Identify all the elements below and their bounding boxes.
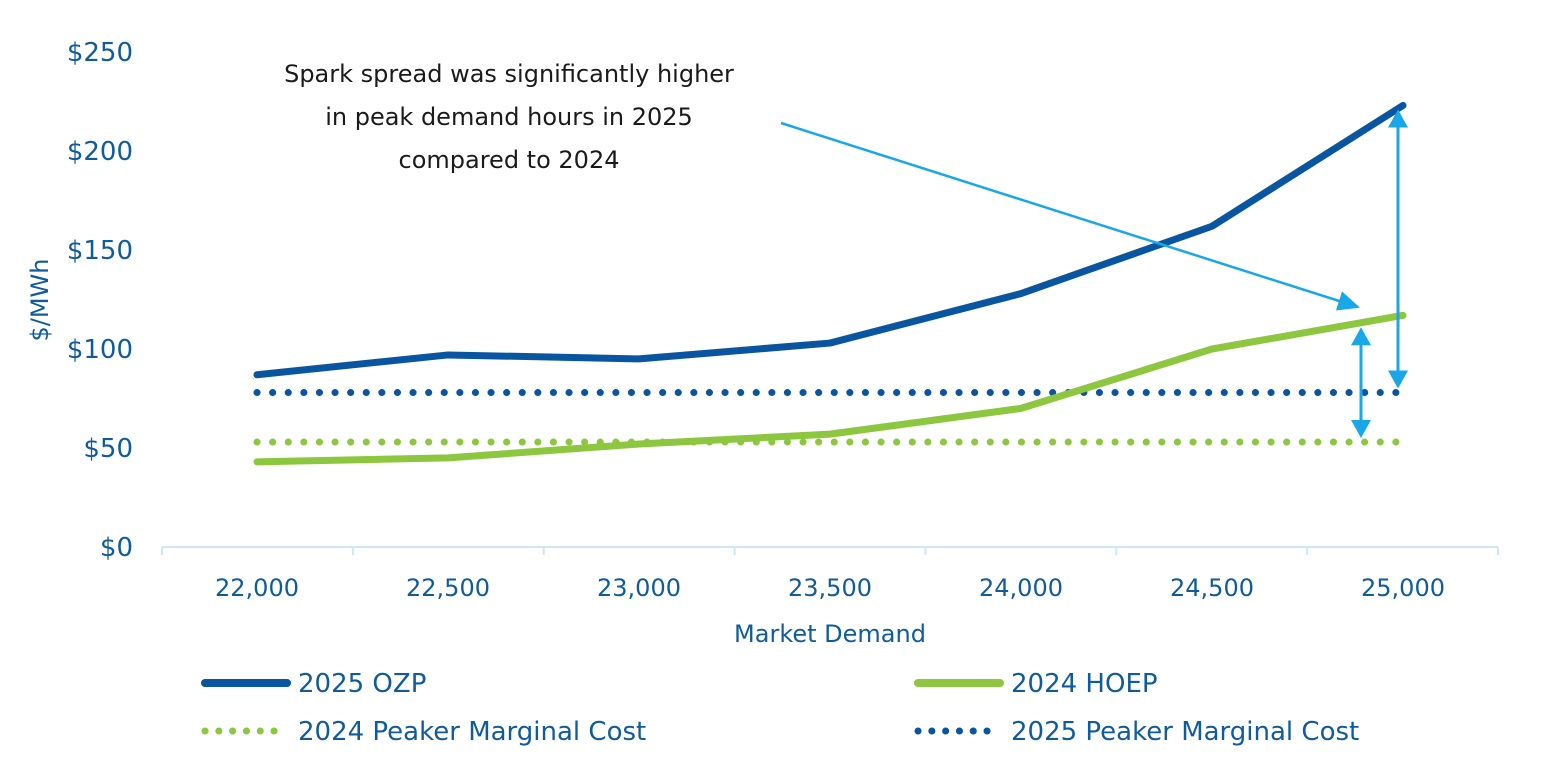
x-tick-label: 25,000	[1361, 574, 1445, 602]
series-layer	[253, 101, 1407, 466]
x-tick-label: 23,500	[788, 574, 872, 602]
legend-label: 2024 HOEP	[1011, 669, 1158, 699]
series-line-2024-hoep	[253, 311, 1407, 466]
x-axis-ticks: 22,000 22,500 23,000 23,500 24,000 24,500 25,0…	[215, 574, 1445, 602]
annotation-text-line: in peak demand hours in 2025	[325, 103, 693, 131]
y-tick-label: $100	[67, 335, 133, 365]
x-tick-label: 22,500	[406, 574, 490, 602]
legend-label: 2025 OZP	[298, 669, 426, 699]
y-tick-label: $250	[67, 38, 133, 68]
x-axis	[161, 546, 1499, 555]
legend-label: 2025 Peaker Marginal Cost	[1011, 717, 1359, 747]
y-tick-label: $200	[67, 137, 133, 167]
annotation: Spark spread was significantly higher in …	[284, 60, 1408, 439]
x-axis-title: Market Demand	[734, 620, 926, 648]
annotation-pointer-arrow	[780, 121, 1360, 311]
legend-item-2024-peaker-marginal-cost: 2024 Peaker Marginal Cost	[201, 717, 646, 747]
x-tick-label: 22,000	[215, 574, 299, 602]
legend-item-2025-ozp: 2025 OZP	[201, 669, 426, 699]
annotation-text-line: compared to 2024	[399, 146, 620, 174]
y-axis-title-text: $/MWh	[26, 258, 54, 341]
legend: 2025 OZP 2024 HOEP 2024 Peaker Marginal Co…	[201, 669, 1359, 747]
y-axis-ticks: $0 $50 $100 $150 $200 $250	[67, 38, 133, 563]
y-tick-label: $150	[67, 236, 133, 266]
legend-item-2025-peaker-marginal-cost: 2025 Peaker Marginal Cost	[914, 717, 1359, 747]
legend-label: 2024 Peaker Marginal Cost	[298, 717, 646, 747]
x-tick-label: 24,500	[1170, 574, 1254, 602]
series-line-2025-ozp	[253, 101, 1407, 379]
x-tick-label: 24,000	[979, 574, 1063, 602]
annotation-text-line: Spark spread was significantly higher	[284, 60, 734, 88]
legend-item-2024-hoep: 2024 HOEP	[914, 669, 1158, 699]
y-tick-label: $0	[100, 533, 133, 563]
spread-arrow-2025	[1388, 109, 1408, 389]
x-tick-label: 23,000	[597, 574, 681, 602]
y-axis-title: $/MWh	[26, 258, 54, 341]
y-tick-label: $50	[83, 434, 133, 464]
spread-arrow-2024	[1351, 327, 1371, 439]
